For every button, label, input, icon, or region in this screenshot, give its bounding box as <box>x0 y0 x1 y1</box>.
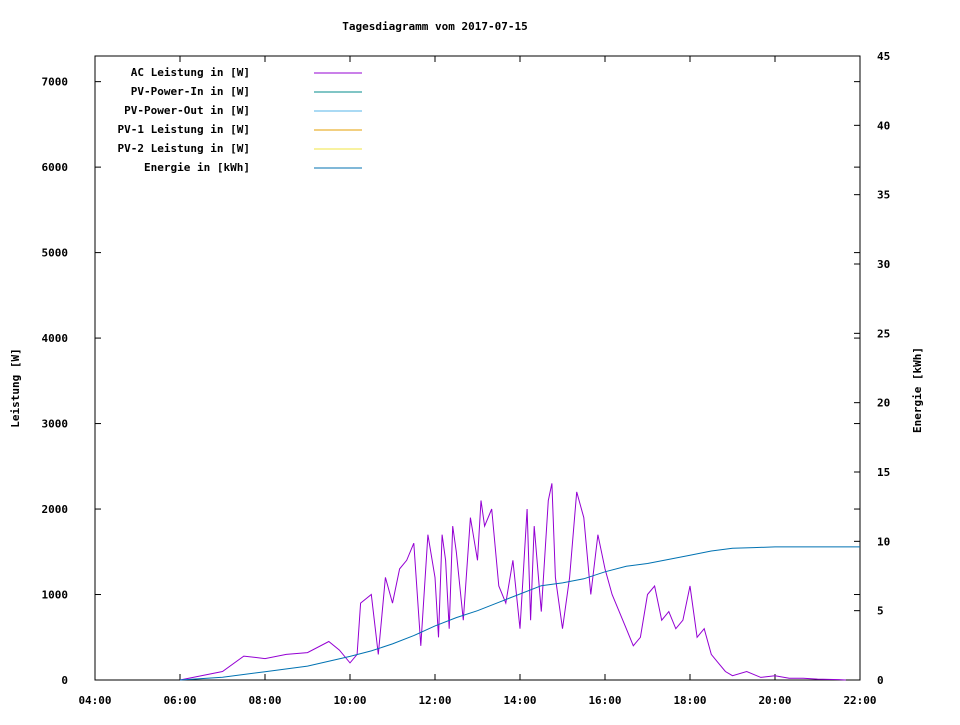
y-tick-label: 5000 <box>42 247 69 260</box>
series-group <box>179 483 860 681</box>
y-tick-label: 3000 <box>42 418 69 431</box>
left-axis-ticks: 0 1000 2000 3000 4000 5000 6000 7000 <box>42 76 860 687</box>
right-axis-ticks: 0 5 10 15 20 25 30 35 40 45 <box>854 50 890 687</box>
legend-label: Energie in [kWh] <box>144 161 250 174</box>
y2-tick-label: 30 <box>877 258 890 271</box>
x-tick-label: 14:00 <box>503 694 536 707</box>
y2-tick-label: 5 <box>877 605 884 618</box>
legend-label: PV-Power-Out in [W] <box>124 104 250 117</box>
y2-tick-label: 35 <box>877 189 890 202</box>
x-tick-label: 08:00 <box>248 694 281 707</box>
y2-tick-label: 0 <box>877 674 884 687</box>
y2-tick-label: 20 <box>877 397 890 410</box>
series-line-0 <box>179 483 846 681</box>
y-tick-label: 4000 <box>42 332 69 345</box>
chart-title: Tagesdiagramm vom 2017-07-15 <box>342 20 527 33</box>
y-tick-label: 7000 <box>42 76 69 89</box>
x-tick-label: 04:00 <box>78 694 111 707</box>
y2-tick-label: 15 <box>877 466 890 479</box>
y2-tick-label: 45 <box>877 50 890 63</box>
y2-tick-label: 40 <box>877 119 890 132</box>
y2-tick-label: 25 <box>877 327 890 340</box>
x-axis-ticks: 04:00 06:00 08:00 10:00 12:00 14:00 16:00 18:00… <box>78 56 877 707</box>
x-tick-label: 12:00 <box>418 694 451 707</box>
y-tick-label: 6000 <box>42 161 69 174</box>
y-axis-label: Leistung [W] <box>9 348 22 427</box>
plot-frame <box>94 55 861 681</box>
y-tick-label: 2000 <box>42 503 69 516</box>
x-tick-label: 22:00 <box>843 694 876 707</box>
x-tick-label: 10:00 <box>333 694 366 707</box>
y2-axis-label: Energie [kWh] <box>911 347 924 433</box>
y-tick-label: 0 <box>61 674 68 687</box>
series-line-5 <box>179 546 860 681</box>
legend-label: PV-2 Leistung in [W] <box>118 142 250 155</box>
legend-label: PV-1 Leistung in [W] <box>118 123 250 136</box>
legend-label: PV-Power-In in [W] <box>131 85 250 98</box>
y2-tick-label: 10 <box>877 535 890 548</box>
x-tick-label: 20:00 <box>758 694 791 707</box>
legend: AC Leistung in [W] PV-Power-In in [W] PV-P… <box>118 66 362 174</box>
x-tick-label: 06:00 <box>163 694 196 707</box>
legend-label: AC Leistung in [W] <box>131 66 250 79</box>
x-tick-label: 18:00 <box>673 694 706 707</box>
y-tick-label: 1000 <box>42 589 69 602</box>
x-tick-label: 16:00 <box>588 694 621 707</box>
